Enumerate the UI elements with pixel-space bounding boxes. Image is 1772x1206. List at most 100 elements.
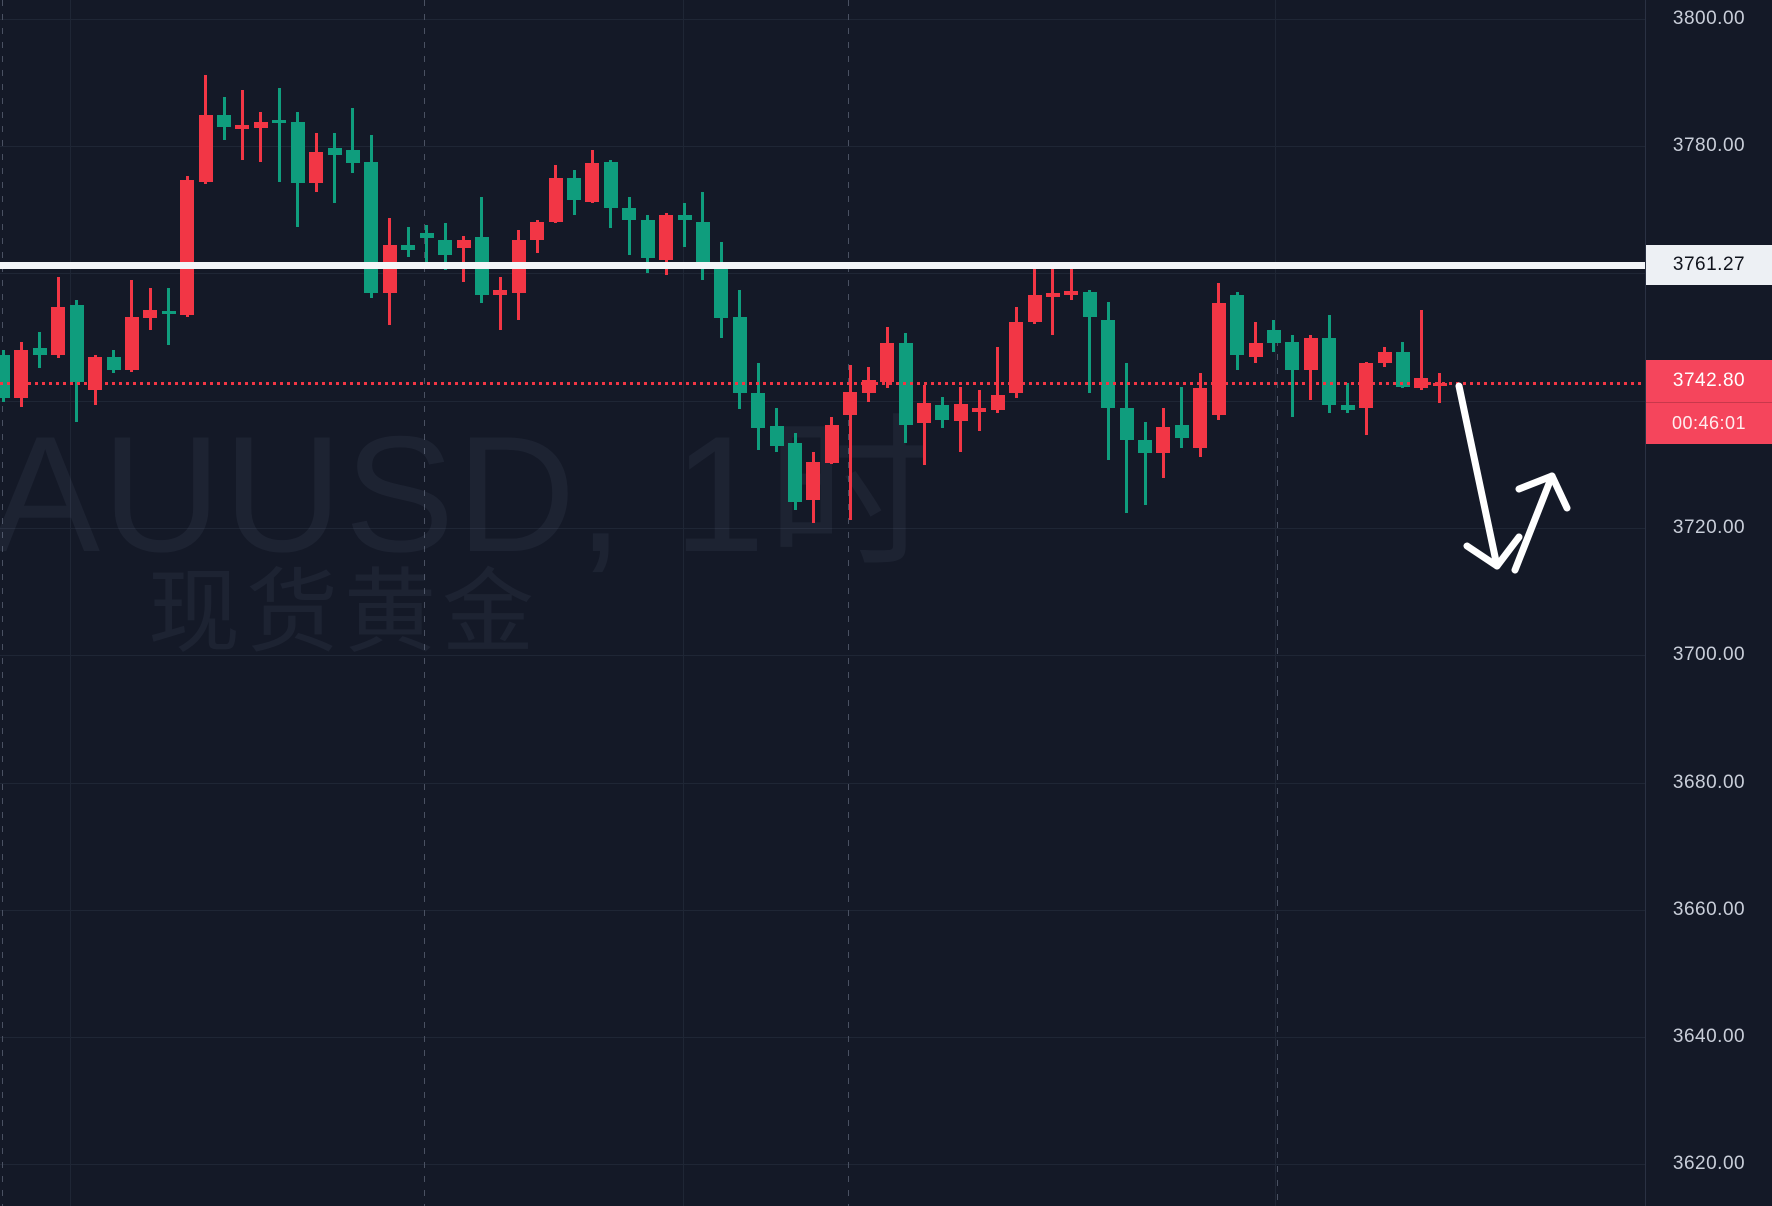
- candle-body-up: [880, 343, 895, 382]
- candle-body-up: [253, 122, 268, 128]
- candle-body-up: [1064, 291, 1079, 295]
- candle-body-up: [1045, 293, 1060, 297]
- grid-line-horizontal: [0, 783, 1645, 784]
- grid-line-horizontal: [0, 528, 1645, 529]
- candle-body-down: [603, 162, 618, 208]
- candle-wick-up: [1069, 268, 1073, 300]
- candle-body-down: [622, 208, 637, 220]
- candle-body-down: [401, 245, 416, 250]
- candle-body-down: [290, 122, 305, 183]
- grid-line-vertical: [70, 0, 71, 1206]
- session-divider-dashed-line: [848, 0, 849, 1206]
- candle-wick-down: [333, 133, 337, 203]
- candle-wick-down: [425, 225, 429, 262]
- candle-body-down: [751, 393, 766, 428]
- price-axis-label: 3720.00: [1672, 517, 1746, 538]
- candle-body-down: [272, 120, 287, 123]
- candle-body-down: [106, 357, 121, 370]
- candle-body-up: [143, 310, 158, 318]
- candle-body-up: [180, 180, 195, 315]
- candle-wick-down: [627, 197, 631, 255]
- candle-body-down: [364, 162, 379, 293]
- grid-line-horizontal: [0, 910, 1645, 911]
- price-level-line[interactable]: [0, 262, 1645, 269]
- candle-body-up: [1303, 338, 1318, 370]
- candle-wick-down: [1143, 422, 1147, 505]
- candle-body-up: [1193, 388, 1208, 448]
- price-axis-label: 3680.00: [1672, 772, 1746, 793]
- candle-body-down: [714, 263, 729, 318]
- candle-body-down: [217, 115, 232, 127]
- candle-body-down: [345, 150, 360, 163]
- candle-body-up: [1027, 295, 1042, 322]
- price-axis-label: 3640.00: [1672, 1026, 1746, 1047]
- candle-body-down: [1285, 342, 1300, 370]
- price-axis-label: 3660.00: [1672, 899, 1746, 920]
- candle-body-down: [1138, 440, 1153, 453]
- candle-body-up: [1377, 352, 1392, 363]
- candle-body-down: [1119, 408, 1134, 440]
- candle-body-down: [1340, 405, 1355, 410]
- last-price-dotted-line: [0, 382, 1645, 385]
- candle-wick-down: [406, 227, 410, 257]
- candle-body-up: [917, 403, 931, 423]
- candle-body-up: [309, 152, 324, 183]
- session-divider-dashed-line: [424, 0, 425, 1206]
- candle-body-up: [953, 404, 968, 421]
- candle-body-down: [69, 305, 84, 382]
- last-price-value: 3742.80: [1672, 370, 1746, 391]
- candle-body-up: [824, 425, 839, 463]
- price-axis[interactable]: 3800.00 3780.00 3720.00 3700.00 3680.00 3660.…: [1645, 0, 1772, 1206]
- candle-body-up: [1248, 343, 1263, 357]
- grid-line-horizontal: [0, 1037, 1645, 1038]
- price-axis-label: 3800.00: [1672, 8, 1746, 29]
- candle-wick-up: [148, 288, 152, 330]
- session-divider-dashed-line: [2, 0, 3, 1206]
- candle-body-up: [1211, 303, 1226, 415]
- last-price-label: 3742.80 00:46:01: [1646, 360, 1772, 444]
- candle-wick-up: [462, 236, 465, 282]
- candle-body-up: [1009, 322, 1024, 393]
- candle-body-down: [732, 317, 747, 393]
- candle-body-down: [1266, 330, 1281, 343]
- candle-wick-up: [1419, 310, 1423, 390]
- candle-body-up: [843, 392, 858, 415]
- candle-body-up: [806, 462, 821, 500]
- price-axis-label: 3620.00: [1672, 1153, 1746, 1174]
- candle-wick-down: [1180, 387, 1184, 448]
- candle-body-up: [972, 408, 987, 412]
- candle-body-down: [32, 348, 47, 355]
- candle-wick-up: [1033, 262, 1037, 324]
- candle-wick-up: [1438, 373, 1442, 403]
- candle-body-down: [1395, 352, 1410, 387]
- candle-wick-up: [1254, 322, 1258, 363]
- candle-wick-up: [1051, 265, 1055, 335]
- grid-line-vertical: [1275, 0, 1276, 1206]
- candle-body-up: [1156, 427, 1171, 453]
- candle-body-up: [14, 350, 29, 398]
- candle-body-down: [1230, 295, 1245, 355]
- candle-body-up: [88, 357, 103, 390]
- candle-wick-down: [167, 288, 171, 345]
- candle-wick-down: [1088, 290, 1092, 393]
- candle-wick-down: [1346, 383, 1350, 413]
- candle-body-up: [382, 245, 397, 293]
- candle-body-up: [198, 115, 213, 182]
- candle-body-up: [456, 240, 471, 248]
- grid-line-horizontal: [0, 273, 1645, 274]
- candle-body-down: [327, 148, 342, 155]
- candle-body-up: [51, 307, 66, 355]
- candle-body-up: [493, 290, 508, 295]
- grid-line-horizontal: [0, 655, 1645, 656]
- candle-wick-up: [922, 385, 926, 465]
- candle-body-up: [530, 222, 545, 240]
- candle-body-up: [585, 163, 600, 202]
- candle-wick-down: [351, 108, 355, 173]
- candle-body-up: [235, 125, 250, 129]
- candle-body-down: [769, 426, 784, 446]
- grid-line-horizontal: [0, 1164, 1645, 1165]
- candle-body-down: [640, 220, 655, 258]
